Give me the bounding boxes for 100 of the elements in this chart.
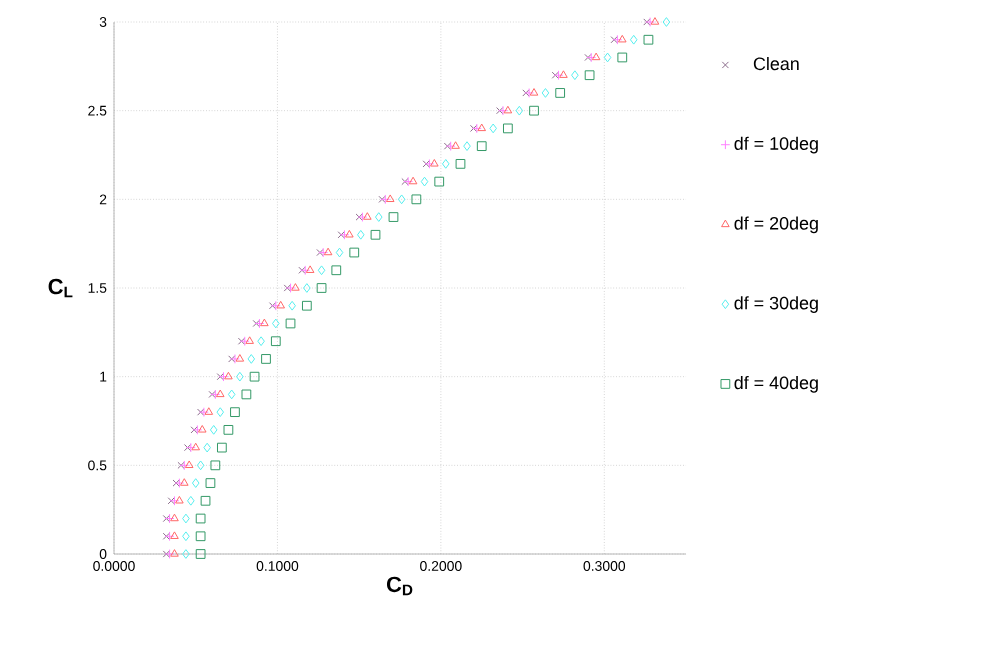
point xyxy=(451,141,460,149)
point xyxy=(224,371,233,380)
point xyxy=(559,70,568,78)
point xyxy=(298,266,306,274)
point xyxy=(629,34,638,45)
point xyxy=(374,212,383,222)
x-axis-title: C$_{D}$ xyxy=(386,576,413,596)
point xyxy=(182,531,190,542)
point xyxy=(195,531,206,542)
point xyxy=(192,424,203,435)
y-axis-title: C$_{L}$ xyxy=(48,278,73,298)
point xyxy=(571,70,579,81)
point xyxy=(184,460,194,469)
point xyxy=(204,407,214,415)
point xyxy=(323,247,333,256)
point xyxy=(380,194,391,205)
point xyxy=(179,478,189,486)
point xyxy=(434,176,445,187)
point xyxy=(300,265,311,276)
point xyxy=(177,461,185,469)
point xyxy=(191,442,201,451)
point xyxy=(503,105,513,114)
point xyxy=(209,424,218,435)
point xyxy=(241,389,252,400)
point xyxy=(541,88,550,98)
point xyxy=(603,52,612,63)
point xyxy=(260,318,269,327)
point xyxy=(195,513,206,524)
point xyxy=(477,123,487,132)
point xyxy=(424,158,435,169)
point xyxy=(230,407,240,418)
point xyxy=(455,158,466,169)
point xyxy=(345,229,354,238)
point xyxy=(285,283,296,293)
point xyxy=(249,371,260,382)
point xyxy=(591,52,601,61)
point xyxy=(208,390,216,398)
point xyxy=(555,88,566,98)
point xyxy=(285,318,296,329)
point xyxy=(316,248,324,257)
point xyxy=(430,158,439,167)
point xyxy=(529,105,539,116)
point xyxy=(586,52,597,63)
point xyxy=(301,300,312,311)
point xyxy=(205,478,216,488)
point xyxy=(335,247,344,258)
point xyxy=(553,70,564,81)
point xyxy=(276,300,285,309)
legend-label: df = 40deg xyxy=(734,375,818,393)
point xyxy=(305,265,315,273)
point xyxy=(524,88,535,98)
point xyxy=(187,495,195,506)
point xyxy=(182,513,190,524)
point xyxy=(164,549,175,559)
point xyxy=(175,495,184,504)
point xyxy=(182,549,190,559)
point xyxy=(288,300,296,311)
legend-label: df = 30deg xyxy=(734,296,818,313)
point xyxy=(643,34,654,45)
point xyxy=(463,141,471,152)
point xyxy=(196,460,205,471)
point xyxy=(502,123,513,134)
point xyxy=(316,283,327,293)
point xyxy=(215,389,225,398)
point xyxy=(515,105,524,116)
point xyxy=(318,247,329,258)
point xyxy=(210,389,221,400)
legend-label: df = 20deg xyxy=(734,216,818,234)
point xyxy=(200,495,211,506)
point xyxy=(584,53,592,62)
point xyxy=(370,229,381,240)
point xyxy=(216,442,227,453)
point xyxy=(203,442,211,453)
point xyxy=(363,212,372,220)
point xyxy=(357,212,368,222)
point xyxy=(236,371,244,382)
point xyxy=(385,194,395,203)
point xyxy=(216,407,225,418)
point xyxy=(584,70,595,81)
point xyxy=(257,336,265,347)
point xyxy=(411,194,422,205)
point xyxy=(170,549,179,557)
point xyxy=(197,424,207,433)
point xyxy=(170,513,179,522)
point xyxy=(349,247,360,258)
point xyxy=(261,354,271,364)
point xyxy=(401,178,409,186)
point xyxy=(272,318,280,329)
point xyxy=(357,229,365,240)
point xyxy=(191,478,200,488)
point xyxy=(403,176,414,187)
point xyxy=(388,212,399,222)
point xyxy=(331,265,342,276)
point xyxy=(420,176,429,187)
point xyxy=(662,17,671,27)
point xyxy=(195,549,206,559)
point xyxy=(445,141,456,152)
point xyxy=(397,194,406,205)
point xyxy=(610,36,618,44)
point xyxy=(441,158,450,169)
